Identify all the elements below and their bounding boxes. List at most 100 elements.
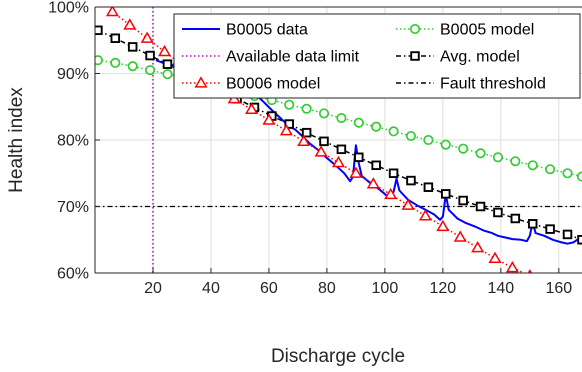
series-1-point-4 <box>162 69 173 80</box>
series-3-point-3 <box>158 44 172 57</box>
series-2-point-2 <box>127 42 138 52</box>
series-3-point-24 <box>527 268 533 273</box>
series-2-point-21 <box>458 195 468 206</box>
legend-entry-4: B0006 model <box>182 76 320 93</box>
series-1-point-15 <box>353 117 364 128</box>
legend-marker-1 <box>409 23 421 35</box>
series-2-point-13 <box>319 136 329 147</box>
series-2-point-18 <box>406 175 416 186</box>
series-1-point-17 <box>388 126 399 137</box>
series-2-point-22 <box>475 201 486 212</box>
x-tick-label-2: 60 <box>260 280 278 297</box>
series-1-point-27 <box>562 168 573 179</box>
series-2-point-14 <box>336 144 347 155</box>
legend: B0005 data B0005 model Available data limi… <box>173 13 581 99</box>
series-3-point-13 <box>332 155 345 168</box>
series-1-point-28 <box>576 171 582 182</box>
series-2-point-19 <box>423 182 434 192</box>
legend-marker-3 <box>410 51 420 61</box>
axes <box>94 6 582 274</box>
series-2-point-26 <box>545 224 555 234</box>
series-3-point-2 <box>140 31 154 43</box>
series-3-point-12 <box>314 145 328 157</box>
legend-label-0: B0005 data <box>226 22 308 39</box>
series-3-point-1 <box>123 18 137 30</box>
legend-entry-5: Fault threshold <box>396 76 546 93</box>
series-2-point-28 <box>577 234 582 245</box>
series-1-point-1 <box>110 57 121 68</box>
series-2 <box>95 25 582 245</box>
series-3-point-8 <box>245 102 259 115</box>
series-2-point-20 <box>441 189 451 199</box>
series-3-point-9 <box>262 113 276 125</box>
legend-entry-1: B0005 model <box>396 22 534 39</box>
y-tick-label-2: 80% <box>57 133 89 150</box>
legend-box <box>173 13 581 99</box>
series-1-point-2 <box>127 61 138 72</box>
y-tick-label-1: 70% <box>57 199 89 216</box>
x-axis-label: Discharge cycle <box>271 346 405 367</box>
series-3-point-22 <box>488 251 502 264</box>
series-1-point-23 <box>492 152 503 163</box>
series-1-point-24 <box>510 156 521 167</box>
series-3-point-0 <box>105 7 119 17</box>
series-1-point-21 <box>458 143 469 154</box>
series-1-point-16 <box>371 121 382 132</box>
series-3-point-17 <box>401 198 415 210</box>
series-3-point-20 <box>453 230 467 242</box>
series-3-point-23 <box>505 260 519 273</box>
legend-label-1: B0005 model <box>440 22 534 39</box>
series-1-point-26 <box>545 164 556 175</box>
x-tick-label-7: 160 <box>545 280 572 297</box>
y-tick-label-0: 60% <box>57 266 89 283</box>
x-tick-label-1: 40 <box>202 280 220 297</box>
series-1-point-14 <box>336 113 347 124</box>
x-tick-label-4: 100 <box>372 280 399 297</box>
series-1-point-13 <box>318 108 330 119</box>
series-2-point-23 <box>493 207 503 218</box>
legend-entry-2: Available data limit <box>182 49 360 66</box>
tick-labels: 20 40 60 80 100 120 140 160 60% 70% 80% 90% 100% <box>48 0 572 297</box>
series-1-point-12 <box>301 103 312 114</box>
series-2-point-27 <box>562 229 573 240</box>
x-tick-label-5: 120 <box>430 280 457 297</box>
series-3-point-19 <box>436 219 450 232</box>
series-3-point-11 <box>297 134 311 146</box>
series-3-point-16 <box>384 187 398 200</box>
x-tick-label-3: 80 <box>318 280 336 297</box>
series-2-point-12 <box>301 127 312 138</box>
series-1-point-25 <box>527 160 538 171</box>
legend-label-2: Available data limit <box>226 49 360 66</box>
series-3-point-21 <box>471 241 485 253</box>
series-2-point-4 <box>162 59 173 69</box>
series-3-point-10 <box>279 123 293 136</box>
series-2-point-25 <box>527 219 538 229</box>
y-tick-label-3: 90% <box>57 66 89 83</box>
legend-label-5: Fault threshold <box>440 76 546 93</box>
x-tick-label-0: 20 <box>144 280 162 297</box>
series-1-point-20 <box>440 139 451 150</box>
series-2-point-16 <box>371 160 381 171</box>
series-2-point-24 <box>510 213 521 224</box>
series-1-point-18 <box>405 130 417 142</box>
legend-label-3: Avg. model <box>440 49 520 66</box>
series-1-point-19 <box>423 134 434 146</box>
series-1-point-22 <box>475 148 486 159</box>
legend-label-4: B0006 model <box>226 76 320 93</box>
legend-entry-0: B0005 data <box>182 22 308 39</box>
series-2-point-1 <box>110 33 121 44</box>
series-2-point-3 <box>145 50 155 61</box>
series-2-point-0 <box>95 25 103 36</box>
series-3-point-18 <box>418 209 432 221</box>
series-1-point-11 <box>284 99 295 110</box>
series-2-point-11 <box>284 119 294 129</box>
series-2-point-17 <box>388 168 399 178</box>
series-3-point-15 <box>366 177 380 189</box>
legend-entry-3: Avg. model <box>396 49 520 66</box>
series-3-point-14 <box>349 166 363 178</box>
series-2-point-15 <box>354 152 364 163</box>
y-tick-label-4: 100% <box>48 0 89 17</box>
series-1-point-0 <box>95 55 103 66</box>
y-axis-label: Health index <box>6 87 27 193</box>
